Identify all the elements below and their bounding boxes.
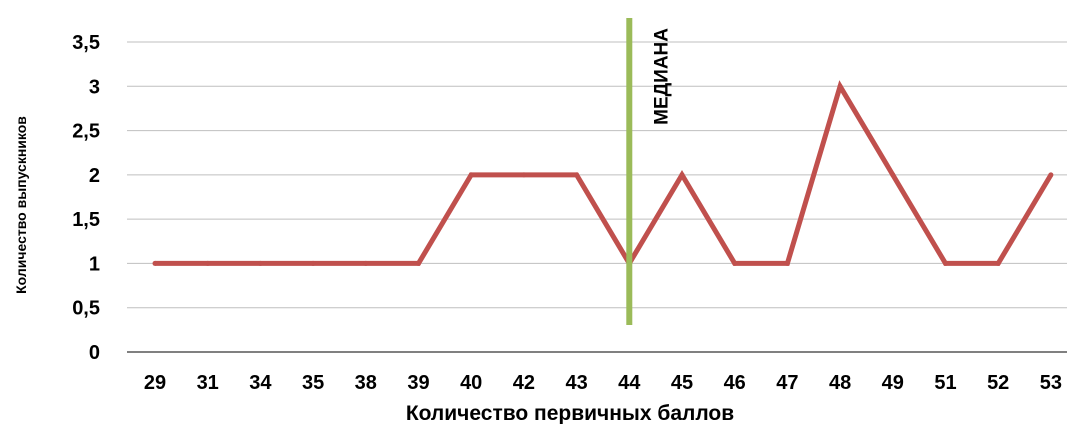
median-layer: МЕДИАНА	[626, 18, 672, 325]
data-point	[679, 172, 685, 178]
gridlines	[127, 41, 1067, 309]
median-label: МЕДИАНА	[651, 28, 672, 125]
x-tick-label: 46	[724, 372, 746, 394]
data-point	[943, 260, 948, 266]
data-point	[257, 260, 263, 266]
x-tick-label: 35	[302, 372, 324, 394]
y-tick-label: 1,5	[72, 209, 100, 231]
y-tick-label: 1	[89, 253, 100, 275]
y-axis-ticks: 0 0,5 1 1,5 2 2,5 3 3,5	[72, 32, 100, 364]
data-point	[416, 260, 421, 266]
y-tick-label: 0,5	[72, 298, 100, 320]
data-point	[1048, 172, 1054, 178]
y-axis-label: Количество выпускников	[13, 116, 29, 294]
data-point	[468, 172, 474, 178]
y-tick-label: 2	[89, 165, 100, 187]
x-tick-label: 39	[407, 372, 429, 394]
y-tick-label: 3	[89, 76, 100, 98]
x-tick-label: 45	[671, 372, 693, 394]
x-tick-label: 53	[1040, 372, 1062, 394]
x-axis-ticks: 29 31 34 35 38 39 40 42 43 44 45 46 47 48 49 51 52 53	[144, 372, 1062, 394]
data-point	[205, 260, 211, 266]
data-point	[363, 260, 369, 266]
x-tick-label: 44	[618, 372, 641, 394]
data-point	[310, 260, 316, 266]
x-tick-label: 43	[565, 372, 587, 394]
y-tick-label: 0	[89, 342, 100, 364]
x-tick-label: 42	[513, 372, 535, 394]
data-point	[521, 172, 527, 178]
y-tick-label: 2,5	[72, 121, 100, 143]
x-tick-label: 31	[197, 372, 219, 394]
x-tick-label: 52	[987, 372, 1009, 394]
data-point	[995, 260, 1001, 266]
x-tick-label: 40	[460, 372, 482, 394]
series-layer	[152, 80, 1054, 269]
x-axis-label: Количество первичных баллов	[406, 402, 734, 424]
data-point	[574, 172, 580, 178]
data-point	[732, 260, 738, 266]
y-tick-label: 3,5	[72, 32, 100, 54]
series-line	[155, 80, 1054, 269]
x-tick-label: 49	[882, 372, 904, 394]
x-tick-label: 51	[934, 372, 956, 394]
x-tick-label: 48	[829, 372, 851, 394]
data-point	[152, 260, 158, 266]
x-tick-label: 47	[776, 372, 798, 394]
x-tick-label: 34	[249, 372, 272, 394]
x-tick-label: 29	[144, 372, 166, 394]
data-point	[890, 172, 896, 178]
data-point	[837, 83, 843, 89]
x-tick-label: 38	[355, 372, 377, 394]
data-point	[784, 260, 790, 266]
